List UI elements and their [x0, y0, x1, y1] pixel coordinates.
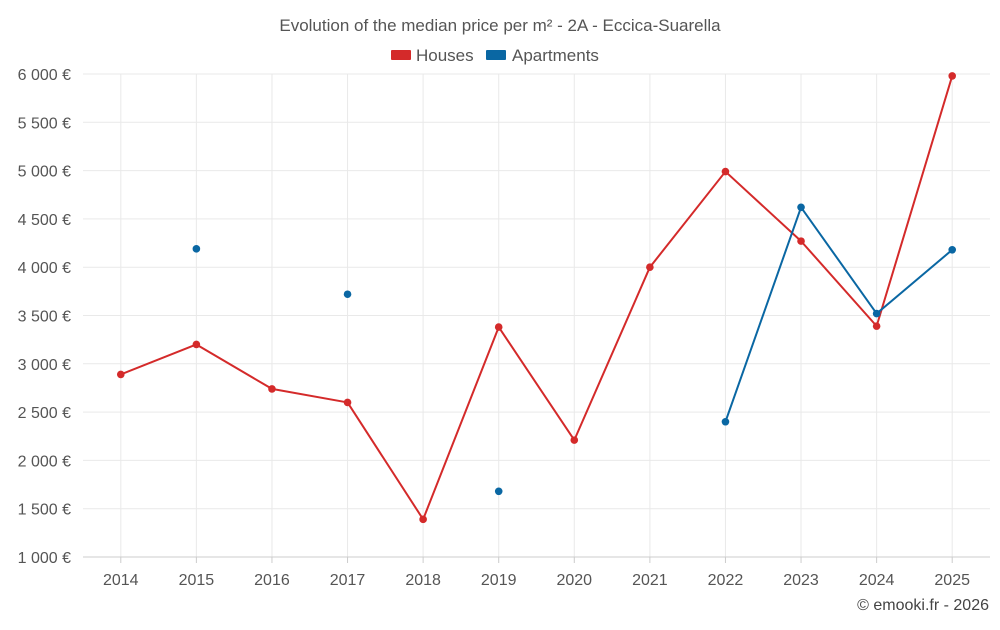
data-point-houses[interactable]	[419, 515, 427, 524]
data-point-houses[interactable]	[797, 237, 805, 245]
data-point-houses[interactable]	[116, 370, 125, 379]
data-point-apartments[interactable]	[721, 417, 730, 426]
data-point-houses[interactable]	[570, 436, 579, 444]
y-tick-label: 5 500 €	[18, 115, 71, 132]
x-tick-label: 2020	[556, 572, 592, 589]
data-point-houses[interactable]	[192, 340, 201, 349]
y-tick-label: 6 000 €	[18, 67, 71, 84]
data-point-apartments[interactable]	[797, 203, 805, 212]
y-tick-label: 1 000 €	[18, 550, 71, 567]
y-tick-label: 2 500 €	[18, 405, 71, 422]
x-tick-label: 2024	[859, 572, 895, 589]
data-point-apartments[interactable]	[872, 309, 881, 318]
x-tick-label: 2017	[330, 572, 366, 589]
credit-text: © emooki.fr - 2026	[857, 597, 989, 614]
y-tick-label: 1 500 €	[18, 502, 71, 519]
data-point-apartments[interactable]	[948, 246, 957, 254]
legend-swatch-apartments	[486, 50, 506, 60]
x-tick-label: 2014	[103, 572, 139, 589]
chart-title: Evolution of the median price per m² - 2…	[279, 16, 721, 35]
series-line-houses	[120, 75, 954, 521]
plot-area	[116, 72, 957, 524]
x-tick-label: 2015	[179, 572, 215, 589]
x-tick-label: 2019	[481, 572, 517, 589]
y-axis: 1 000 € 1 500 € 2 000 € 2 500 € 3 000 € 3 500…	[18, 67, 71, 567]
y-tick-label: 3 500 €	[18, 309, 71, 326]
legend-label-houses[interactable]: Houses	[416, 46, 474, 65]
x-axis: 2014 2015 2016 2017 2018 2019 2020 2021 2022 2023…	[83, 556, 990, 589]
series-houses	[116, 72, 957, 524]
data-point-houses[interactable]	[948, 72, 957, 80]
x-tick-label: 2016	[254, 572, 290, 589]
data-point-houses[interactable]	[872, 322, 881, 330]
x-tick-label: 2018	[405, 572, 441, 589]
data-point-apartments[interactable]	[343, 290, 352, 299]
x-tick-label: 2023	[783, 572, 819, 589]
data-point-apartments[interactable]	[192, 245, 201, 253]
x-tick-label: 2025	[934, 572, 970, 589]
y-tick-label: 3 000 €	[18, 357, 71, 374]
x-tick-label: 2022	[708, 572, 744, 589]
y-tick-label: 5 000 €	[18, 164, 71, 181]
data-point-houses[interactable]	[721, 167, 730, 176]
legend-swatch-houses	[391, 50, 411, 60]
series-apartments	[192, 203, 957, 496]
series-line-apartments	[724, 206, 953, 423]
data-point-houses[interactable]	[494, 323, 503, 331]
data-point-apartments[interactable]	[494, 487, 503, 496]
legend[interactable]: Houses Apartments	[391, 46, 599, 65]
data-point-houses[interactable]	[646, 263, 654, 272]
y-tick-label: 4 500 €	[18, 212, 71, 229]
data-point-houses[interactable]	[343, 398, 352, 407]
y-tick-label: 4 000 €	[18, 260, 71, 277]
data-point-houses[interactable]	[268, 385, 276, 393]
legend-label-apartments[interactable]: Apartments	[512, 46, 599, 65]
x-tick-label: 2021	[632, 572, 668, 589]
y-tick-label: 2 000 €	[18, 453, 71, 470]
grid	[83, 73, 990, 557]
